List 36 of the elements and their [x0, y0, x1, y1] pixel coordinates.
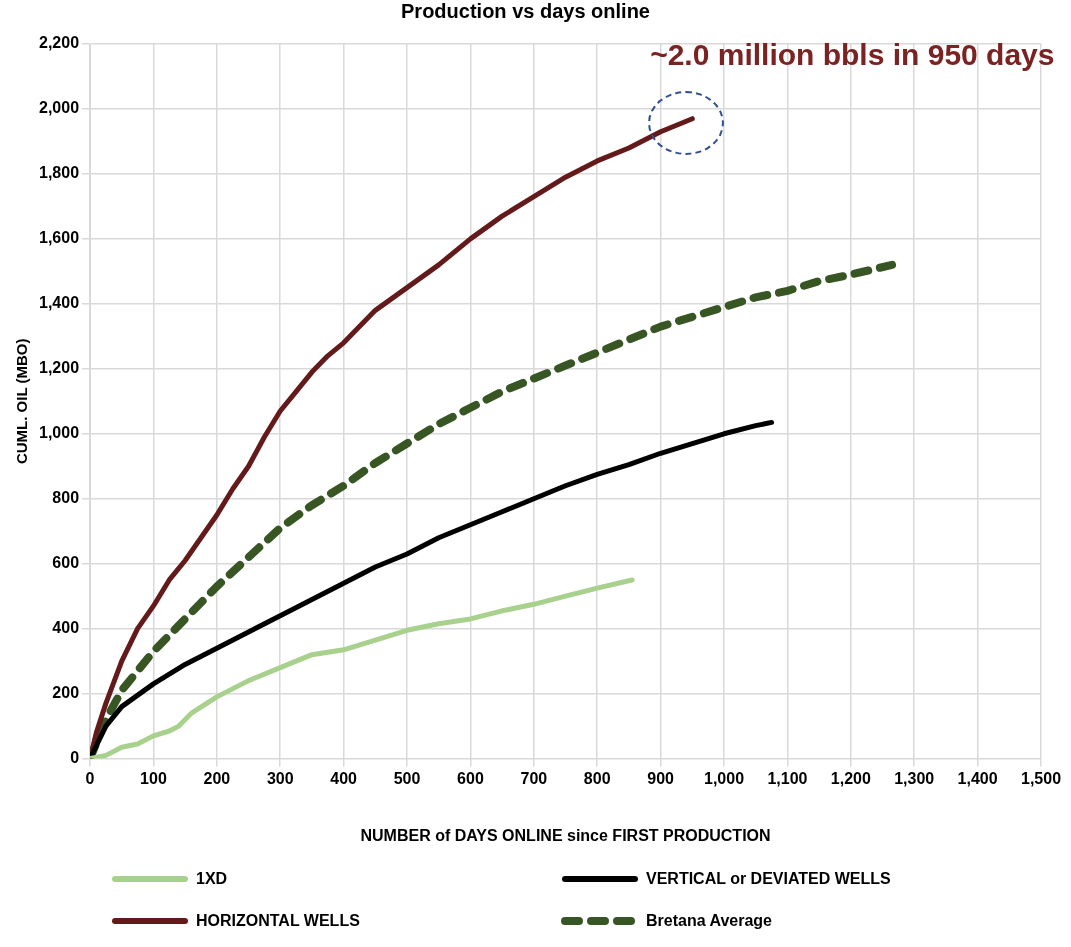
y-tick-label: 1,600 — [38, 229, 80, 247]
x-tick-label: 1,300 — [894, 769, 935, 787]
x-tick-label: 900 — [647, 769, 675, 787]
x-tick-label: 1,500 — [1020, 769, 1062, 787]
x-tick-label: 100 — [140, 769, 167, 787]
x-tick-label: 1,000 — [703, 769, 745, 787]
y-tick-label: 1,200 — [38, 359, 80, 377]
x-tick-label: 400 — [330, 769, 358, 787]
chart-title: Production vs days online — [401, 0, 650, 22]
y-tick-label: 0 — [70, 749, 80, 767]
y-tick-label: 200 — [52, 684, 80, 702]
x-tick-label: 800 — [583, 769, 611, 787]
y-tick-label: 400 — [52, 619, 80, 637]
y-tick-label: 800 — [52, 489, 80, 507]
y-tick-label: 1,800 — [38, 164, 80, 182]
legend-label: VERTICAL or DEVIATED WELLS — [646, 870, 891, 888]
x-tick-label: 700 — [520, 769, 548, 787]
legend-label: 1XD — [196, 870, 228, 888]
x-tick-label: 0 — [85, 769, 95, 787]
y-tick-label: 2,200 — [38, 34, 80, 52]
x-tick-label: 1,100 — [767, 769, 808, 787]
x-tick-label: 1,400 — [957, 769, 998, 787]
x-tick-label: 1,200 — [830, 769, 871, 787]
y-tick-label: 1,400 — [38, 294, 80, 312]
x-axis-title: NUMBER of DAYS ONLINE since FIRST PRODUCTION — [360, 826, 771, 844]
x-tick-label: 200 — [203, 769, 231, 787]
y-tick-label: 600 — [52, 554, 80, 572]
x-tick-label: 600 — [457, 769, 484, 787]
x-tick-label: 300 — [266, 769, 294, 787]
y-tick-label: 1,000 — [38, 424, 80, 442]
x-tick-label: 500 — [393, 769, 421, 787]
annotation: ~2.0 million bbls in 950 days — [650, 37, 1055, 71]
legend-label: HORIZONTAL WELLS — [196, 912, 360, 930]
y-tick-label: 2,000 — [38, 99, 80, 117]
y-axis-title: CUML. OIL (MBO) — [13, 338, 31, 465]
legend-label: Bretana Average — [646, 912, 772, 930]
